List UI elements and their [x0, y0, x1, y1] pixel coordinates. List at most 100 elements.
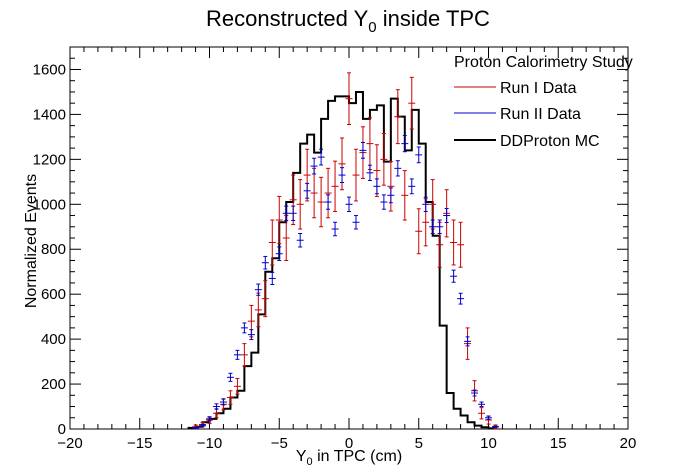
- run-i-point: [387, 161, 395, 212]
- run-ii-point: [366, 164, 374, 181]
- x-axis-title-main: Y: [296, 448, 307, 465]
- run-i-point: [380, 133, 388, 186]
- run-i-point: [457, 221, 465, 268]
- run-ii-point: [485, 415, 492, 420]
- run-ii-point: [324, 194, 332, 210]
- y-tick-label: 800: [41, 241, 66, 258]
- chart-title-subscript: 0: [368, 19, 376, 36]
- chart-title-suffix: inside TPC: [377, 6, 490, 31]
- run-ii-point: [233, 349, 241, 360]
- run-ii-point: [408, 178, 416, 195]
- x-tick-label: 20: [620, 435, 637, 452]
- run-i-point: [345, 72, 353, 126]
- x-tick-label: −20: [57, 435, 82, 452]
- x-tick-label: −10: [197, 435, 222, 452]
- x-tick-label: −5: [271, 435, 288, 452]
- run-i-point: [212, 408, 220, 419]
- run-ii-point: [310, 157, 318, 175]
- x-axis-title: Y0 in TPC (cm): [296, 448, 402, 468]
- x-tick-label: 5: [415, 435, 423, 452]
- run-ii-point: [345, 196, 353, 212]
- x-tick-label: 15: [550, 435, 567, 452]
- y-tick-label: 200: [41, 376, 66, 393]
- y-tick-label: 0: [58, 421, 66, 438]
- run-ii-point: [247, 329, 255, 341]
- run-ii-point: [317, 148, 325, 166]
- y-tick-label: 1000: [33, 196, 66, 213]
- run-ii-point: [338, 167, 346, 183]
- run-ii-point: [464, 336, 472, 347]
- run-i-point: [317, 176, 325, 228]
- run-i-point: [296, 179, 304, 230]
- run-ii-point: [282, 205, 290, 221]
- x-tick-label: 0: [345, 435, 353, 452]
- run-i-point: [401, 170, 409, 221]
- run-ii-point: [331, 221, 339, 237]
- run-ii-point: [422, 196, 430, 212]
- y-tick-label: 600: [41, 286, 66, 303]
- run-i-point: [233, 377, 241, 395]
- run-i-point: [275, 195, 283, 245]
- x-axis-title-subscript: 0: [307, 456, 313, 468]
- run-ii-point: [212, 403, 220, 410]
- y-tick-label: 1400: [33, 106, 66, 123]
- run-ii-point: [415, 146, 423, 164]
- run-ii-point: [380, 194, 388, 210]
- run-ii-point: [219, 398, 227, 406]
- run-ii-point: [206, 416, 213, 422]
- legend-label-run-i: Run I Data: [500, 80, 577, 97]
- run-i-point: [331, 160, 339, 212]
- legend-label-mc: DDProton MC: [500, 133, 600, 150]
- x-tick-label: −15: [127, 435, 152, 452]
- run-ii-point: [387, 187, 395, 204]
- run-i-point: [324, 167, 332, 219]
- run-i-point: [394, 89, 402, 145]
- run-ii-point: [261, 255, 269, 270]
- run-ii-point: [457, 292, 465, 305]
- run-ii-point: [254, 283, 262, 296]
- run-ii-point: [296, 233, 304, 248]
- run-i-point: [254, 292, 262, 328]
- run-ii-point: [443, 208, 451, 223]
- legend: Proton Calorimetry Study Run I Data Run …: [454, 54, 633, 150]
- run-i-point: [352, 148, 360, 202]
- run-i-point: [240, 343, 248, 367]
- run-ii-point: [275, 246, 283, 261]
- run-ii-point: [192, 426, 200, 430]
- run-ii-point: [429, 219, 437, 235]
- x-axis-title-suffix: in TPC (cm): [313, 448, 402, 465]
- run-i-point: [415, 208, 423, 255]
- run-ii-point: [240, 322, 248, 334]
- y-tick-label: 400: [41, 331, 66, 348]
- run-i-point: [366, 117, 374, 170]
- x-tick-label: 10: [480, 435, 497, 452]
- run-ii-point: [303, 182, 311, 199]
- run-ii-point: [394, 160, 402, 177]
- run-ii-point: [471, 389, 479, 397]
- chart-title-main: Reconstructed Y: [206, 6, 369, 31]
- run-ii-point: [450, 269, 458, 283]
- run-i-point: [408, 76, 416, 130]
- chart-title: Reconstructed Y0 inside TPC: [206, 6, 490, 36]
- run-i-point: [478, 407, 486, 420]
- run-ii-point: [373, 178, 381, 195]
- run-i-point: [450, 219, 458, 266]
- legend-header: Proton Calorimetry Study: [454, 54, 633, 71]
- y-axis: 0 200 400 600 800 1000 1200 1400 1600: [33, 46, 628, 438]
- series-run-ii-data: [192, 135, 499, 430]
- run-ii-point: [491, 425, 499, 428]
- legend-label-run-ii: Run II Data: [500, 106, 581, 123]
- x-axis: −20 −15 −10 −5 0 5 10 15 20: [57, 47, 636, 452]
- y-tick-label: 1600: [33, 61, 66, 78]
- run-ii-point: [359, 142, 367, 159]
- run-ii-point: [401, 135, 409, 153]
- run-ii-point: [199, 424, 207, 428]
- run-ii-point: [268, 271, 276, 286]
- y-tick-label: 1200: [33, 151, 66, 168]
- run-ii-point: [226, 372, 234, 382]
- run-ii-point: [289, 205, 297, 221]
- run-ii-point: [352, 215, 360, 230]
- run-i-point: [226, 390, 234, 405]
- run-ii-point: [478, 401, 486, 408]
